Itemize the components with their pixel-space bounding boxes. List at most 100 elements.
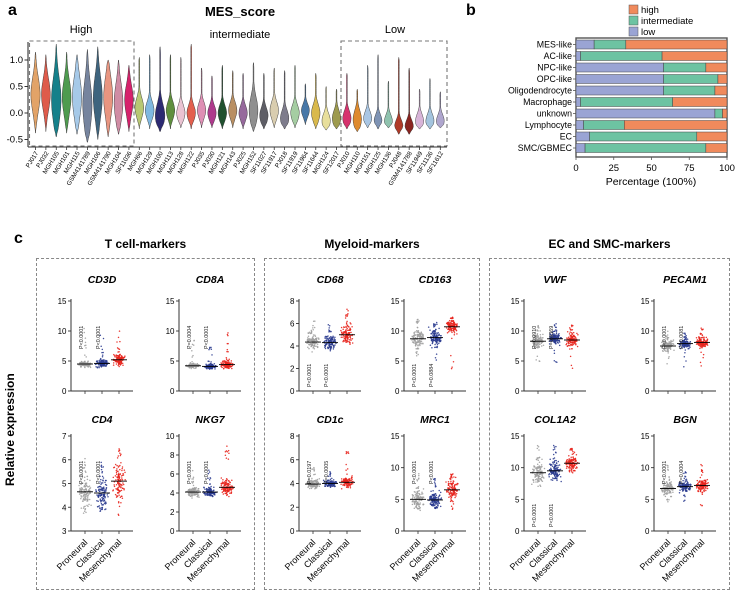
data-point (347, 329, 350, 331)
data-point (229, 485, 231, 488)
data-point (565, 460, 568, 463)
data-point (224, 485, 226, 487)
data-point (100, 494, 103, 496)
legend-label-high: high (641, 5, 659, 16)
data-point (222, 479, 224, 481)
data-point (191, 350, 193, 352)
data-point (418, 500, 420, 502)
violin (134, 57, 144, 129)
data-point (537, 445, 540, 448)
data-point (86, 364, 89, 366)
data-point (434, 357, 437, 359)
data-point (552, 463, 554, 465)
data-point (665, 347, 668, 349)
data-point (450, 473, 452, 475)
data-point (574, 469, 576, 472)
data-point (206, 490, 208, 492)
data-point (329, 486, 332, 489)
y-tick-label: 5 (645, 495, 650, 504)
data-point (575, 467, 577, 469)
x-axis-title: Percentage (100%) (606, 176, 696, 188)
bar-segment-high (672, 97, 728, 107)
data-point (571, 466, 573, 469)
data-point (537, 330, 539, 332)
data-point (572, 458, 574, 461)
data-point (553, 457, 556, 459)
violin (238, 73, 248, 130)
data-point (82, 496, 84, 498)
data-point (96, 361, 98, 363)
data-point (535, 481, 537, 483)
data-point (210, 485, 212, 488)
data-point (449, 322, 452, 324)
data-point (418, 497, 421, 499)
violin (62, 51, 72, 134)
data-point (437, 496, 439, 499)
data-point (569, 337, 572, 339)
violin (165, 54, 175, 130)
data-point (350, 483, 353, 485)
data-point (115, 487, 117, 490)
data-point (414, 491, 416, 493)
data-point (119, 454, 122, 457)
data-point (453, 491, 456, 494)
data-point (329, 478, 332, 481)
data-point (328, 327, 330, 329)
data-point (571, 329, 574, 331)
data-point (539, 484, 541, 486)
data-point (455, 492, 458, 495)
data-point (571, 449, 573, 451)
data-point (532, 337, 535, 340)
data-point (325, 336, 328, 338)
data-point (121, 469, 123, 472)
data-point (663, 484, 666, 487)
data-point (228, 358, 230, 361)
section-box-ec-smc: VWF 0 5 10 15 P=0.0910 P=0.8369 PECAM1 0 5 10 15 P<0… (489, 258, 730, 590)
data-point (340, 329, 342, 332)
data-point (331, 336, 334, 339)
data-point (344, 317, 347, 319)
data-point (82, 507, 85, 509)
data-point (451, 485, 454, 488)
data-point (436, 335, 439, 338)
data-point (572, 331, 575, 334)
data-point (695, 336, 698, 339)
data-point (122, 472, 124, 475)
p-value-label: P<0.0001 (96, 326, 102, 349)
data-point (700, 365, 702, 367)
data-point (105, 502, 107, 505)
data-point (702, 336, 704, 339)
violin (30, 52, 41, 134)
data-point (415, 347, 417, 350)
panel-c-label: c (14, 230, 23, 247)
data-point (414, 343, 417, 346)
group-label-high: High (70, 24, 93, 36)
data-point (206, 488, 208, 490)
data-point (450, 354, 452, 357)
data-point (80, 474, 82, 477)
data-point (429, 344, 432, 347)
data-point (80, 496, 83, 498)
data-point (662, 350, 664, 352)
data-point (574, 342, 576, 345)
data-point (427, 326, 430, 328)
data-point (119, 490, 121, 493)
data-point (679, 489, 681, 491)
data-point (668, 499, 670, 501)
gene-title: BGN (673, 414, 697, 426)
data-point (344, 340, 347, 342)
data-point (438, 342, 440, 344)
data-point (415, 505, 418, 508)
y-tick-label: 0 (290, 387, 295, 396)
y-tick-label: 6 (290, 456, 295, 465)
data-point (117, 481, 119, 484)
data-point (538, 345, 540, 347)
data-point (314, 335, 317, 338)
data-point (558, 344, 561, 347)
data-point (556, 341, 559, 343)
data-point (100, 500, 102, 503)
data-point (340, 483, 342, 486)
data-point (121, 497, 124, 500)
data-point (227, 449, 230, 452)
data-point (438, 489, 440, 492)
